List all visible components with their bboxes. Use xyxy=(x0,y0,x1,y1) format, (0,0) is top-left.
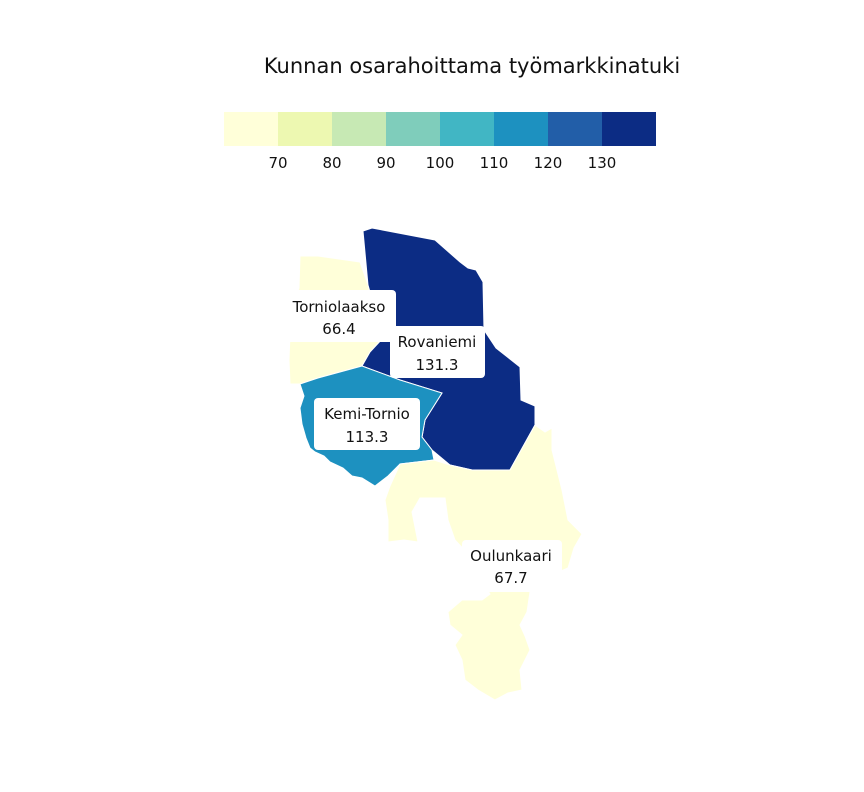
legend-swatch xyxy=(602,112,656,146)
legend-tick: 100 xyxy=(425,154,455,172)
legend-swatch xyxy=(386,112,440,146)
region-name: Kemi-Tornio xyxy=(324,405,410,423)
region-name: Oulunkaari xyxy=(470,547,552,565)
legend-tick: 120 xyxy=(533,154,563,172)
region-name: Rovaniemi xyxy=(398,333,477,351)
label-kemi-tornio: Kemi-Tornio 113.3 xyxy=(314,398,420,450)
legend-swatch xyxy=(278,112,332,146)
region-value: 113.3 xyxy=(346,428,389,446)
legend-tick: 130 xyxy=(587,154,617,172)
label-oulunkaari: Oulunkaari 67.7 xyxy=(462,540,562,592)
region-value: 67.7 xyxy=(494,569,527,587)
region-value: 66.4 xyxy=(322,320,355,338)
label-torniolaakso: Torniolaakso 66.4 xyxy=(282,290,396,342)
legend-swatch xyxy=(548,112,602,146)
legend-tick: 80 xyxy=(322,154,342,172)
legend-tick: 90 xyxy=(376,154,396,172)
legend-tick: 70 xyxy=(268,154,288,172)
legend-swatch xyxy=(440,112,494,146)
legend-swatch xyxy=(332,112,386,146)
region-name: Torniolaakso xyxy=(292,298,386,316)
label-rovaniemi: Rovaniemi 131.3 xyxy=(390,326,485,378)
legend-tick: 110 xyxy=(479,154,509,172)
color-legend xyxy=(224,112,656,146)
legend-swatch xyxy=(224,112,278,146)
legend-ticks: 70 80 90 100 110 120 130 xyxy=(224,154,656,178)
region-value: 131.3 xyxy=(416,356,459,374)
legend-swatch xyxy=(494,112,548,146)
map-title: Kunnan osarahoittama työmarkkinatuki xyxy=(263,54,681,78)
